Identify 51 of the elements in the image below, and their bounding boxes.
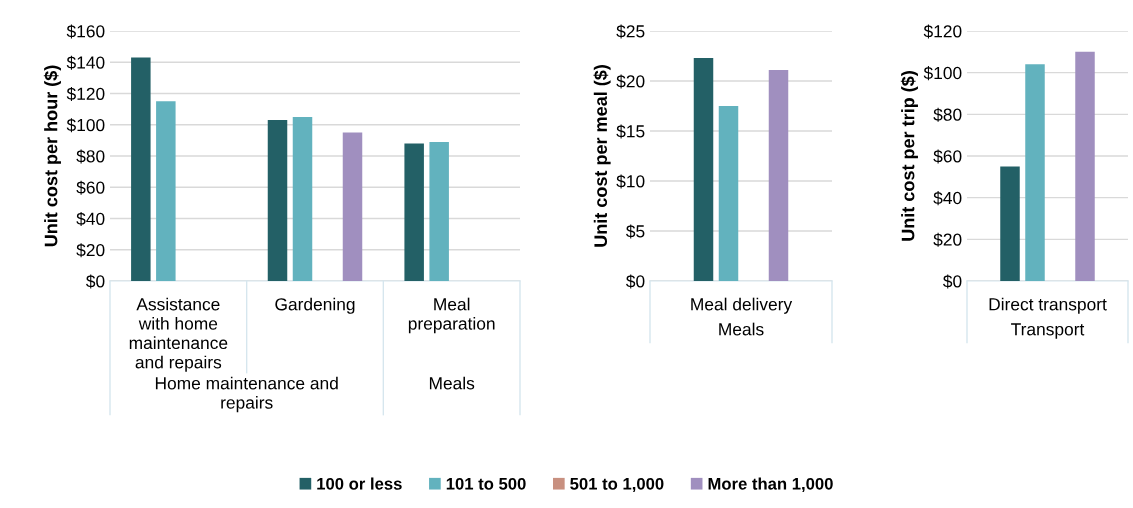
y-tick-label: $10 xyxy=(616,174,645,189)
y-axis-title: Unit cost per meal ($) xyxy=(593,65,611,247)
y-tick-label: $80 xyxy=(76,149,105,164)
x-tick-label: Direct transport xyxy=(989,297,1107,314)
bar xyxy=(1000,166,1020,281)
bar xyxy=(429,141,449,281)
bar xyxy=(768,70,789,281)
y-tick-label: $20 xyxy=(616,74,645,89)
y-tick-label: $120 xyxy=(66,86,105,101)
legend-label: 100 or less xyxy=(317,477,402,490)
bar xyxy=(1025,64,1045,281)
legend-label: 101 to 500 xyxy=(446,477,526,490)
y-tick-label: $20 xyxy=(76,243,105,258)
y-tick-label: $0 xyxy=(943,274,962,289)
y-tick-label: $80 xyxy=(933,107,962,122)
y-tick-label: $140 xyxy=(66,55,105,70)
y-tick-label: $60 xyxy=(76,180,105,195)
y-tick-label: $20 xyxy=(933,232,962,247)
bar xyxy=(404,143,424,281)
y-tick-label: $0 xyxy=(626,274,645,289)
y-tick-label: $5 xyxy=(626,224,645,239)
bar xyxy=(267,120,288,281)
y-tick-label: $25 xyxy=(616,24,645,39)
text: Meals xyxy=(719,322,764,336)
y-tick-label: $100 xyxy=(66,118,105,133)
y-tick-label: $40 xyxy=(76,211,105,226)
x-tick-label: Meal preparation xyxy=(408,297,495,334)
text: Transport xyxy=(1011,323,1085,339)
bar xyxy=(718,106,739,281)
y-tick-label: $60 xyxy=(933,149,962,164)
bar xyxy=(156,101,176,281)
y-tick-label: $160 xyxy=(66,24,105,39)
bar xyxy=(1075,51,1095,281)
bar xyxy=(131,57,151,281)
y-tick-label: $120 xyxy=(923,24,962,39)
x-tick-label: Meal delivery xyxy=(691,297,793,314)
y-tick-label: $15 xyxy=(616,124,645,139)
y-axis-title: Unit cost per hour ($) xyxy=(43,65,61,247)
y-tick-label: $40 xyxy=(933,191,962,206)
bar xyxy=(342,132,363,281)
legend-label: More than 1,000 xyxy=(708,477,833,493)
text: Meals xyxy=(429,376,475,390)
y-tick-label: $100 xyxy=(923,66,962,81)
x-tick-label: Gardening xyxy=(275,297,355,314)
bar xyxy=(693,58,714,281)
bar xyxy=(292,116,313,281)
text: Home maintenance and repairs xyxy=(155,376,338,413)
y-axis-title: Unit cost per trip ($) xyxy=(900,71,918,241)
y-tick-label: $0 xyxy=(86,274,105,289)
legend-label: 501 to 1,000 xyxy=(570,477,664,493)
x-tick-label: Assistance with home maintenance and repairs xyxy=(129,297,228,372)
